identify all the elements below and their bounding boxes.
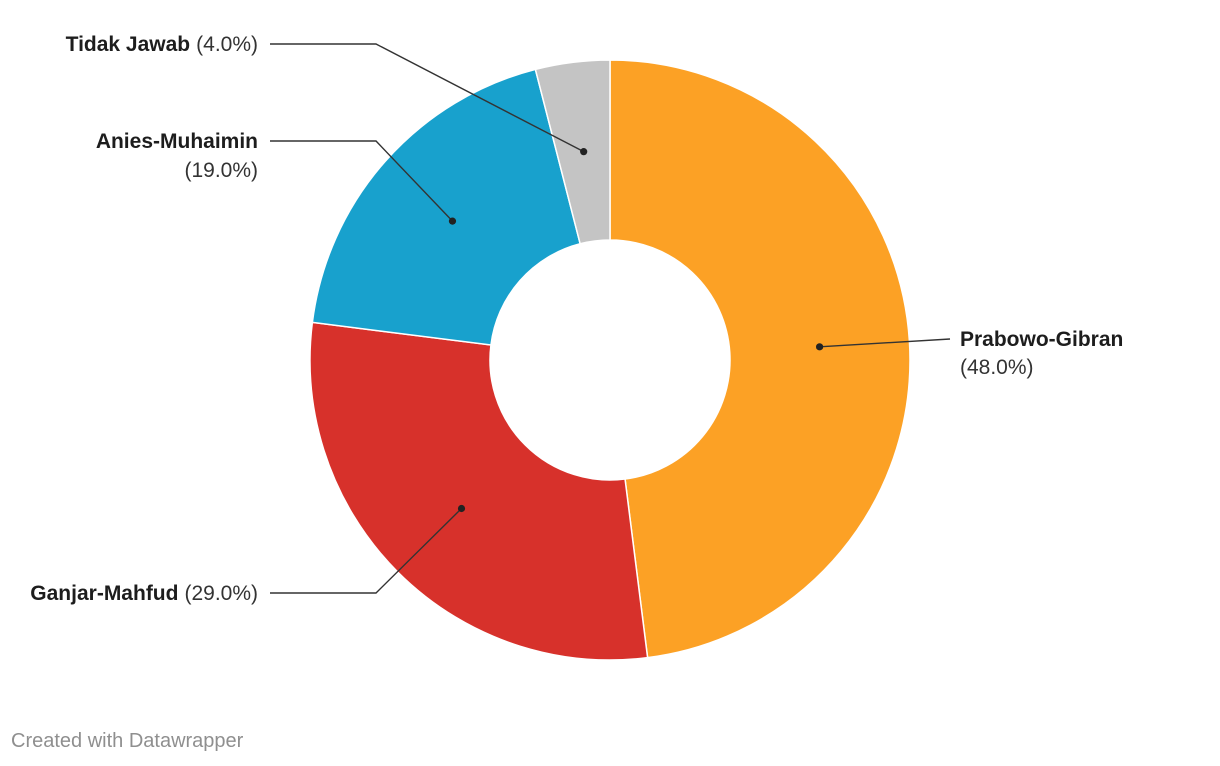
- value-anies-muhaimin: (19.0%): [184, 159, 258, 182]
- label-ganjar-mahfud: Ganjar-Mahfud: [30, 582, 178, 605]
- label-row-tidak-jawab: Tidak Jawab (4.0%): [66, 33, 258, 56]
- leader-dot-anies-muhaimin: [448, 217, 457, 225]
- slice-ganjar-mahfud: [309, 321, 649, 661]
- value-ganjar-mahfud: (29.0%): [184, 582, 258, 605]
- leader-lines: [270, 43, 951, 594]
- value-prabowo-gibran: (48.0%): [960, 356, 1034, 379]
- leader-dot-tidak-jawab: [580, 148, 588, 156]
- slice-prabowo-gibran: [609, 59, 911, 659]
- label-anies-muhaimin: Anies-Muhaimin: [96, 130, 258, 153]
- credit-text: Created with Datawrapper: [11, 730, 244, 752]
- leader-dot-ganjar-mahfud: [457, 504, 466, 513]
- slice-tidak-jawab: [534, 59, 611, 245]
- leader-dot-prabowo-gibran: [815, 343, 824, 351]
- leader-line-anies-muhaimin: [270, 140, 453, 222]
- slice-anies-muhaimin: [311, 68, 582, 346]
- donut-chart: Prabowo-Gibran (48.0%) Ganjar-Mahfud (29.…: [30, 33, 1123, 661]
- leader-line-prabowo-gibran: [819, 338, 951, 348]
- leader-line-ganjar-mahfud: [270, 507, 462, 594]
- label-tidak-jawab: Tidak Jawab: [66, 33, 191, 56]
- label-row-ganjar-mahfud: Ganjar-Mahfud (29.0%): [30, 582, 258, 605]
- value-tidak-jawab: (4.0%): [196, 33, 258, 56]
- leader-line-tidak-jawab: [270, 43, 585, 153]
- label-prabowo-gibran: Prabowo-Gibran: [960, 328, 1123, 351]
- slices: [309, 59, 911, 661]
